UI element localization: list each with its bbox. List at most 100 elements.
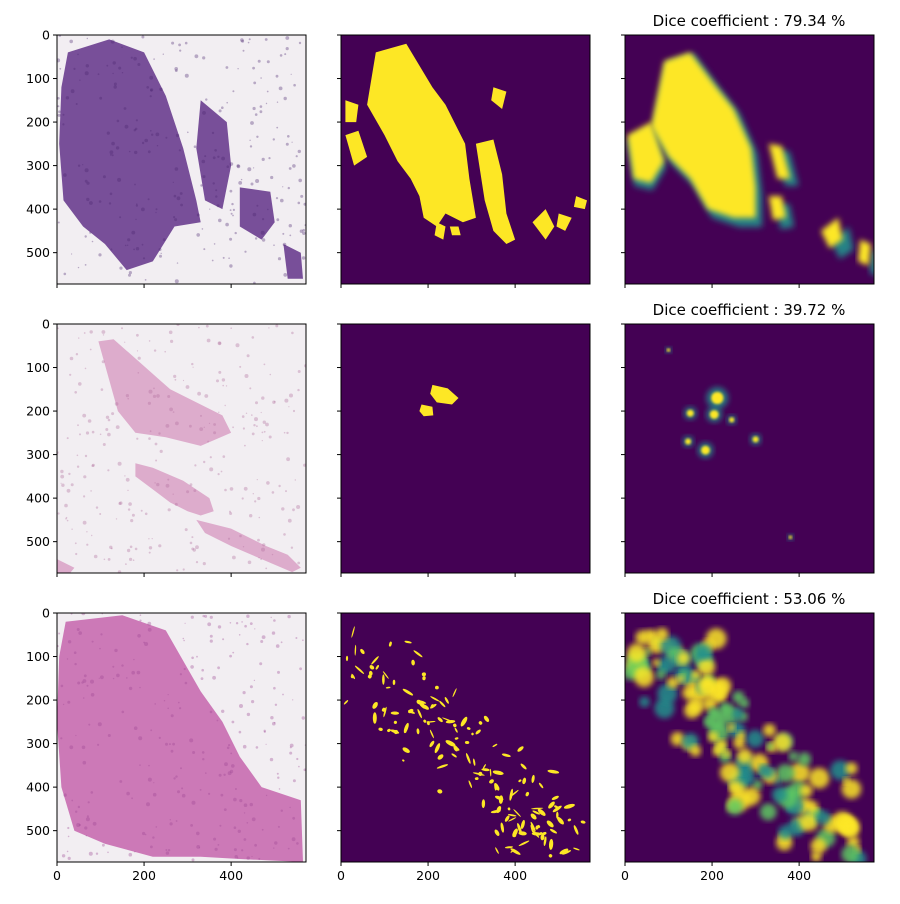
stain-texture: [229, 162, 234, 166]
stain-texture: [203, 460, 206, 464]
stain-texture: [209, 456, 212, 459]
stain-texture: [114, 648, 118, 653]
stain-texture: [269, 373, 272, 376]
mask-region: [495, 847, 499, 854]
stain-texture: [97, 73, 100, 76]
heatmap-region: [776, 764, 795, 783]
stain-texture: [233, 797, 237, 802]
stain-texture: [144, 833, 147, 836]
stain-texture: [276, 101, 279, 103]
stain-texture: [260, 230, 265, 235]
stain-texture: [82, 413, 87, 418]
stain-texture: [198, 847, 201, 849]
stain-texture: [162, 238, 166, 242]
heatmap-region: [652, 658, 661, 667]
mask-region: [350, 674, 354, 679]
x-tick-label: 200: [416, 868, 440, 883]
stain-texture: [295, 155, 298, 158]
mask-region: [381, 707, 386, 712]
stain-texture: [299, 229, 304, 233]
stain-texture: [261, 238, 266, 242]
stain-texture: [118, 66, 122, 70]
stain-texture: [218, 370, 222, 374]
mask-region: [531, 807, 544, 810]
stain-texture: [148, 340, 151, 342]
stain-texture: [57, 327, 59, 330]
stain-texture: [239, 365, 242, 368]
stain-texture: [83, 332, 86, 334]
axes-r2-c3: [621, 323, 875, 577]
stain-texture: [176, 196, 181, 201]
axes-r1-c2: [337, 34, 591, 288]
stain-texture: [119, 266, 123, 270]
stain-texture: [184, 73, 189, 78]
stain-texture: [112, 677, 115, 680]
stain-texture: [231, 764, 235, 768]
stain-texture: [196, 831, 200, 836]
heatmap-region: [719, 762, 740, 783]
stain-texture: [205, 98, 208, 101]
stain-texture: [286, 431, 289, 435]
stain-texture: [287, 518, 292, 523]
stain-texture: [232, 214, 234, 217]
stain-texture: [60, 737, 63, 740]
stain-texture: [167, 478, 170, 481]
stain-texture: [63, 793, 67, 797]
stain-texture: [234, 855, 238, 859]
stain-texture: [227, 537, 231, 540]
tissue-region: [196, 100, 232, 210]
stain-texture: [283, 273, 288, 277]
stain-texture: [237, 857, 239, 859]
stain-texture: [247, 167, 252, 172]
stain-texture: [281, 507, 285, 511]
stain-texture: [85, 835, 88, 837]
stain-texture: [258, 557, 260, 559]
stain-texture: [256, 135, 259, 138]
stain-texture: [108, 202, 112, 205]
mask-region: [423, 719, 427, 723]
stain-texture: [100, 633, 103, 636]
mask-region: [513, 809, 521, 817]
stain-texture: [209, 634, 213, 638]
stain-texture: [254, 628, 256, 630]
stain-texture: [153, 349, 157, 352]
mask-region: [444, 697, 449, 704]
stain-texture: [173, 777, 176, 780]
panel-image-r2-c2: [341, 324, 590, 573]
stain-texture: [128, 273, 131, 277]
mask-region: [437, 717, 443, 723]
stain-texture: [153, 387, 155, 390]
stain-texture: [291, 331, 294, 335]
stain-texture: [246, 712, 251, 717]
heatmap-region: [810, 838, 827, 854]
stain-texture: [119, 780, 123, 783]
stain-texture: [142, 257, 146, 260]
stain-texture: [265, 422, 269, 427]
stain-texture: [285, 142, 289, 146]
stain-texture: [69, 39, 73, 44]
mask-region: [368, 670, 373, 676]
stain-texture: [118, 502, 122, 505]
panel-r3-c1: [57, 613, 306, 862]
stain-texture: [221, 378, 226, 382]
heatmap-region: [736, 748, 753, 764]
heatmap-region: [723, 749, 731, 758]
mask-region: [439, 700, 446, 708]
heatmap-region: [635, 630, 650, 645]
stain-texture: [251, 432, 255, 436]
stain-texture: [121, 72, 124, 74]
mask-region: [538, 782, 544, 789]
mask-region: [504, 815, 510, 822]
stain-texture: [249, 802, 253, 807]
stain-texture: [158, 248, 162, 251]
stain-texture: [101, 330, 106, 334]
stain-texture: [168, 743, 171, 746]
stain-texture: [229, 264, 233, 268]
tissue-region: [239, 187, 275, 240]
mask-region: [573, 196, 587, 210]
stain-texture: [165, 483, 170, 488]
stain-texture: [202, 111, 206, 115]
stain-texture: [77, 424, 79, 427]
stain-texture: [149, 95, 152, 98]
stain-texture: [258, 516, 261, 519]
